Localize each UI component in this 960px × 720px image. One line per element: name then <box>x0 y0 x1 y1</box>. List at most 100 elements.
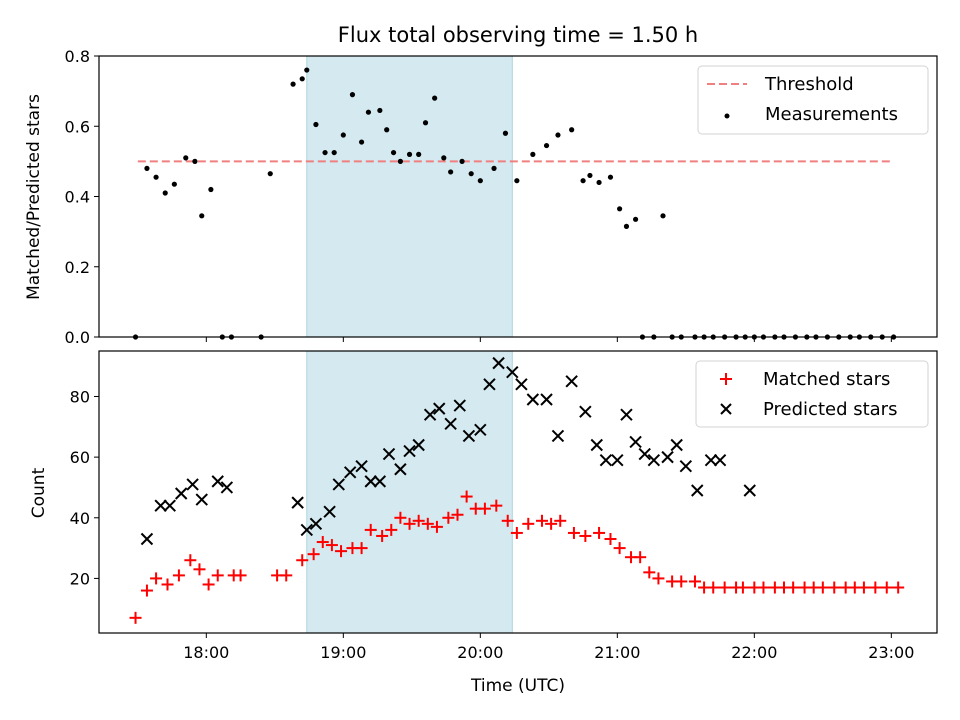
matched-star-point <box>652 572 665 585</box>
matched-star-point <box>129 611 142 624</box>
predicted-star-point <box>611 453 624 467</box>
predicted-star-stroke-b <box>565 375 578 388</box>
predicted-star-stroke-b <box>140 532 154 546</box>
predicted-star-stroke-b <box>526 393 540 406</box>
predicted-star-stroke-b <box>551 429 565 443</box>
measurement-point <box>477 178 483 184</box>
bottom-x-tick-label: 20:00 <box>457 643 503 662</box>
matched-star-point <box>140 584 153 597</box>
predicted-star-point <box>526 393 540 406</box>
matched-star-point <box>545 517 558 530</box>
predicted-star-stroke-b <box>373 475 387 488</box>
predicted-star-point <box>211 475 224 488</box>
predicted-star-stroke-b <box>638 447 651 461</box>
measurement-point <box>555 132 561 138</box>
measurement-point <box>468 171 474 177</box>
chart-title: Flux total observing time = 1.50 h <box>338 23 698 47</box>
measurement-point <box>491 165 497 171</box>
matched-star-point <box>501 514 514 527</box>
matched-star-point <box>296 554 309 567</box>
predicted-star-point <box>403 444 416 458</box>
legend-matched-label: Matched stars <box>763 369 890 390</box>
measurement-point <box>162 190 168 196</box>
measurement-point <box>304 67 310 73</box>
matched-star-point <box>234 569 247 582</box>
top-y-tick-label: 0.8 <box>65 47 90 66</box>
predicted-star-point <box>483 378 496 391</box>
legend-predicted-marker <box>720 403 732 415</box>
measurement-point <box>617 206 623 212</box>
measurement-point <box>171 181 177 187</box>
matched-star-point <box>202 578 215 591</box>
predicted-star-stroke-b <box>506 366 519 379</box>
top-highlight-span <box>306 55 513 338</box>
legend-measurements-label: Measurements <box>765 104 898 125</box>
predicted-star-point <box>444 417 457 430</box>
predicted-star-stroke-b <box>599 453 613 467</box>
matched-star-point <box>184 554 197 567</box>
predicted-star-stroke-b <box>629 435 642 449</box>
measurement-point <box>623 223 630 229</box>
matched-star-point <box>394 511 407 524</box>
predicted-star-stroke-b <box>343 466 357 479</box>
predicted-star-point <box>355 460 368 473</box>
top-y-axis-label: Matched/Predicted stars <box>24 94 44 300</box>
measurement-point <box>192 158 198 164</box>
predicted-star-stroke-b <box>647 453 661 467</box>
predicted-star-point <box>638 447 651 461</box>
predicted-star-point <box>704 453 718 467</box>
predicted-star-point <box>599 453 613 467</box>
matched-star-point <box>787 581 800 594</box>
measurement-point <box>349 92 356 98</box>
matched-star-point <box>490 499 503 512</box>
predicted-star-stroke-b <box>704 453 718 467</box>
measurement-point <box>340 132 346 138</box>
matched-star-point <box>460 490 473 503</box>
measurement-point <box>358 139 365 145</box>
bottom-x-tick-label: 22:00 <box>731 643 777 662</box>
bottom-x-ticks: 18:00 19:00 20:00 21:00 22:00 23:00 <box>183 633 914 662</box>
measurement-point <box>632 216 639 222</box>
measurement-point <box>441 155 447 161</box>
predicted-star-point <box>309 517 323 531</box>
legend-threshold-label: Threshold <box>764 74 854 95</box>
measurement-point <box>397 158 404 164</box>
bottom-y-ticks: 20 40 60 80 <box>70 387 99 588</box>
predicted-star-stroke-b <box>186 478 199 491</box>
predicted-star-stroke-b <box>403 444 416 458</box>
top-y-tick-label: 0.0 <box>65 328 90 347</box>
measurement-point <box>365 109 372 115</box>
matched-star-point <box>403 517 416 530</box>
bottom-legend-box <box>695 360 929 428</box>
predicted-star-stroke-b <box>611 453 624 467</box>
bottom-series <box>129 356 905 624</box>
predicted-star-point <box>300 523 313 537</box>
measurement-point <box>390 149 397 156</box>
matched-star-point <box>880 581 893 594</box>
predicted-star-point <box>620 408 633 421</box>
measurement-point <box>422 120 429 126</box>
bottom-x-tick-label: 21:00 <box>594 643 640 662</box>
measurement-point <box>580 178 586 184</box>
measurement-point <box>432 95 438 101</box>
predicted-star-point <box>323 505 336 518</box>
predicted-star-point <box>382 447 396 461</box>
matched-star-point <box>385 523 398 536</box>
predicted-star-stroke-b <box>382 447 396 461</box>
bottom-legend: Matched stars Predicted stars <box>695 360 929 428</box>
predicted-star-stroke-b <box>291 496 304 509</box>
measurement-point <box>299 76 305 82</box>
matched-star-point <box>522 517 535 530</box>
predicted-star-point <box>462 429 476 443</box>
predicted-star-stroke-b <box>474 423 487 437</box>
legend-measurements-marker <box>724 113 730 119</box>
predicted-star-point <box>679 460 693 473</box>
measurement-point <box>406 151 413 157</box>
bottom-y-tick-label: 20 <box>70 569 90 588</box>
matched-star-point <box>688 575 701 588</box>
measurement-point <box>660 213 666 219</box>
measurement-point <box>459 158 465 164</box>
predicted-star-stroke-b <box>412 438 425 452</box>
predicted-star-stroke-b <box>661 450 674 464</box>
